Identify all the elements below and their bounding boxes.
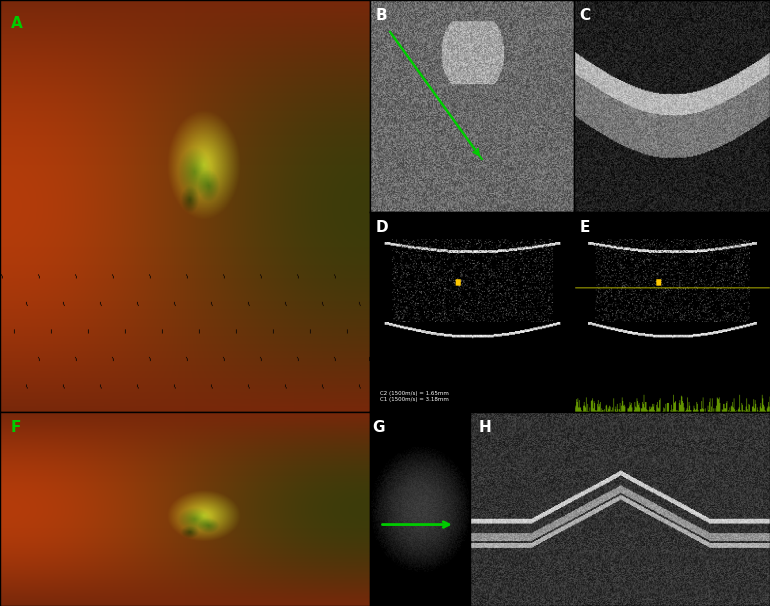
Text: F: F [11, 420, 22, 435]
Text: B: B [376, 8, 387, 24]
Text: A: A [11, 16, 23, 32]
Text: E: E [580, 220, 590, 235]
Text: G: G [373, 420, 385, 435]
Text: C2 (1500m/s) = 1.65mm
C1 (1500m/s) = 3.18mm: C2 (1500m/s) = 1.65mm C1 (1500m/s) = 3.1… [380, 391, 449, 402]
Text: C: C [580, 8, 591, 24]
Text: H: H [479, 420, 491, 435]
Text: D: D [376, 220, 388, 235]
